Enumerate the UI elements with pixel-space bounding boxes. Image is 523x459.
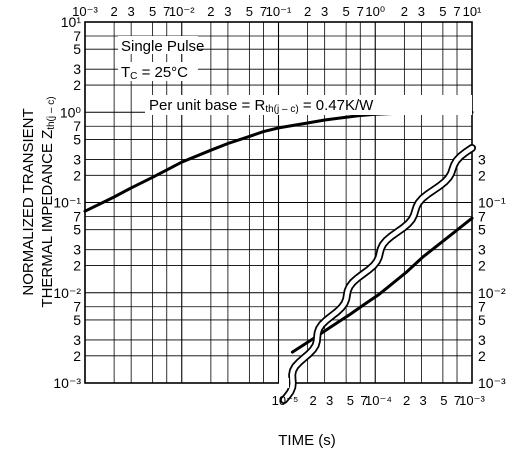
x-bottom-tick-label: 10⁻³: [459, 393, 485, 408]
y-axis-title: NORMALIZED TRANSIENT THERMAL IMPEDANCE Z…: [20, 96, 57, 307]
tc-box: [118, 62, 198, 81]
y-right-tick-label: 3: [478, 151, 486, 167]
x-top-tick-label: 5: [439, 4, 446, 19]
y-left-tick-label: 7: [73, 118, 81, 134]
y-right-tick-label: 5: [478, 222, 486, 238]
y-right-tick-label: 2: [478, 167, 486, 183]
x-axis-title: TIME (s): [278, 432, 336, 449]
x-top-tick-label: 10⁻¹: [266, 4, 292, 19]
x-bottom-tick-label: 2: [403, 393, 410, 408]
y-left-tick-label: 10¹: [61, 14, 82, 30]
y-left-tick-label: 3: [73, 151, 81, 167]
y-right-tick-label: 3: [478, 242, 486, 258]
plot-frame: [84, 21, 473, 384]
x-top-tick-label: 3: [128, 4, 135, 19]
x-top-tick-label: 10⁻³: [72, 4, 98, 19]
x-bottom-tick-label: 10⁻⁵: [272, 393, 299, 408]
y-left-tick-label: 10⁻¹: [53, 195, 81, 211]
y-right-tick-label: 2: [478, 258, 486, 274]
y-left-tick-label: 5: [73, 131, 81, 147]
y-left-tick-label: 2: [73, 167, 81, 183]
y-right-tick-label: 7: [478, 299, 486, 315]
y-left-tick-label: 2: [73, 258, 81, 274]
y-left-tick-label: 3: [73, 61, 81, 77]
y-left-tick-label: 10⁻²: [53, 285, 81, 301]
y-left-tick-label: 5: [73, 41, 81, 57]
y-right-tick-label: 3: [478, 332, 486, 348]
tc-prefix: T: [121, 64, 130, 81]
tc-value: = 25°C: [137, 64, 188, 81]
y-right-tick-label: 7: [478, 208, 486, 224]
x-top-tick-label: 3: [321, 4, 328, 19]
y-left-tick-label: 5: [73, 312, 81, 328]
x-bottom-tick-label: 2: [310, 393, 317, 408]
x-top-tick-label: 2: [304, 4, 311, 19]
x-top-tick-label: 10⁻²: [169, 4, 195, 19]
x-top-tick-label: 3: [224, 4, 231, 19]
axis-break-gap: [279, 378, 289, 388]
x-bottom-tick-label: 7: [360, 393, 367, 408]
series-curve-2: [290, 216, 474, 354]
y-left-tick-label: 10⁻³: [53, 375, 81, 391]
x-top-tick-label: 3: [418, 4, 425, 19]
axis-break-band-outer: [280, 144, 476, 404]
annotations: Single Pulse TC = 25°C Per unit base = Rth…: [118, 36, 472, 115]
y-axis-title-line2: THERMAL IMPEDANCE Zth(j – c): [39, 96, 57, 307]
single-pulse-label: Single Pulse: [121, 38, 204, 55]
x-top-tick-label: 7: [163, 4, 170, 19]
per-unit-prefix: Per unit base = R: [149, 97, 265, 114]
y-left-tick-label: 10⁰: [60, 104, 82, 120]
x-top-tick-label: 2: [207, 4, 214, 19]
tc-label: TC = 25°C: [121, 64, 188, 82]
per-unit-label: Per unit base = Rth(j – c) = 0.47K/W: [149, 97, 374, 115]
x-bottom-tick-label: 7: [454, 393, 461, 408]
x-top-tick-label: 5: [149, 4, 156, 19]
y-left-tick-label: 3: [73, 332, 81, 348]
x-bottom-tick-label: 10⁻⁴: [365, 393, 392, 408]
x-top-tick-label: 7: [260, 4, 267, 19]
x-bottom-tick-label: 3: [419, 393, 426, 408]
x-bottom-tick-label: 5: [347, 393, 354, 408]
x-top-tick-label: 5: [246, 4, 253, 19]
x-top-tick-label: 10¹: [463, 4, 482, 19]
x-top-tick-label: 7: [357, 4, 364, 19]
x-bottom-tick-label: 3: [326, 393, 333, 408]
y-right-tick-label: 5: [478, 312, 486, 328]
x-top-tick-label: 10⁰: [365, 4, 385, 19]
x-top-tick-label: 2: [111, 4, 118, 19]
y-left-tick-label: 2: [73, 77, 81, 93]
y-right-tick-label: 10⁻²: [478, 285, 506, 301]
y-axis-title-subscript: th(j – c): [46, 96, 57, 129]
axis-break-band-inner: [281, 145, 475, 403]
x-top-tick-label: 2: [401, 4, 408, 19]
per-unit-subscript: th(j – c): [265, 104, 298, 115]
y-right-tick-label: 2: [478, 348, 486, 364]
x-bottom-tick-label: 5: [440, 393, 447, 408]
tc-subscript: C: [130, 71, 137, 82]
per-unit-box: [145, 95, 472, 115]
y-left-tick-label: 2: [73, 348, 81, 364]
y-left-tick-label: 7: [73, 28, 81, 44]
per-unit-value: = 0.47K/W: [299, 97, 374, 114]
y-left-tick-label: 7: [73, 299, 81, 315]
x-top-tick-label: 7: [453, 4, 460, 19]
y-right-tick-label: 10⁻³: [478, 375, 506, 391]
y-right-tick-label: 10⁻¹: [478, 195, 506, 211]
single-pulse-box: [118, 36, 198, 54]
y-axis-title-line1: NORMALIZED TRANSIENT: [20, 108, 37, 295]
y-left-tick-label: 7: [73, 208, 81, 224]
x-top-tick-label: 5: [343, 4, 350, 19]
y-left-tick-label: 3: [73, 242, 81, 258]
y-axis-title-main: THERMAL IMPEDANCE Z: [39, 130, 56, 308]
y-left-tick-label: 5: [73, 222, 81, 238]
axis-titles: TIME (s) NORMALIZED TRANSIENT THERMAL IM…: [20, 96, 336, 449]
